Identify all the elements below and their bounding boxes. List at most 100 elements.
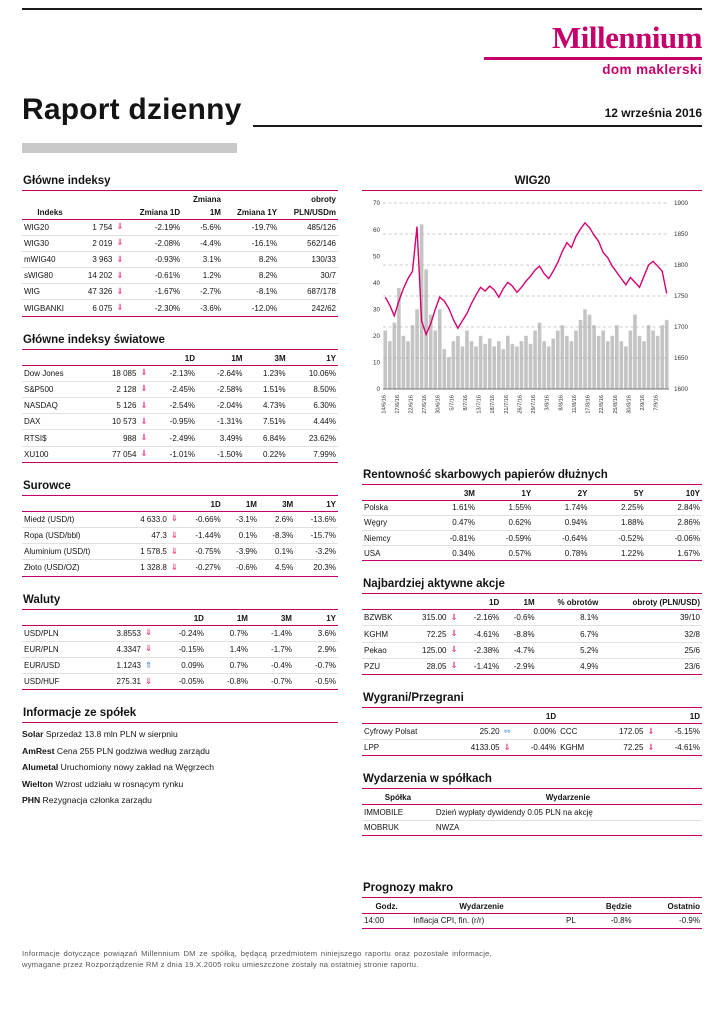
cell: 0.1% bbox=[222, 527, 259, 545]
cell: -13.6% bbox=[295, 511, 338, 528]
cell: -3.6% bbox=[182, 299, 223, 317]
table-header-row: Zmiana obroty bbox=[22, 193, 338, 206]
cell: S&P500 bbox=[22, 381, 93, 399]
table-row: USA 0.34% 0.57% 0.78% 1.22% 1.67% bbox=[362, 545, 702, 562]
column-header: 1D bbox=[180, 497, 223, 512]
cell: Polska bbox=[362, 500, 421, 516]
wig20-chart-svg: 1600 1650 1700 1750 1800 1850 1900 0 10 20 30 40 50 6… bbox=[373, 200, 689, 414]
column-header bbox=[92, 351, 139, 366]
cell: 72.25 bbox=[408, 625, 449, 643]
column-header: Zmiana bbox=[192, 194, 221, 204]
news-text: Sprzedaż 13.8 mln PLN w sierpniu bbox=[43, 729, 178, 740]
news-company-name: Wielton bbox=[22, 778, 53, 789]
decorative-gray-bar bbox=[22, 142, 237, 153]
down-arrow-icon: ⇓ bbox=[114, 219, 126, 236]
table-row: MOBRUK NWZA bbox=[362, 820, 702, 836]
column-header bbox=[168, 497, 181, 512]
column-header bbox=[22, 351, 93, 366]
table-header-row: Spółka Wydarzenie bbox=[362, 791, 702, 806]
column-header: 5Y bbox=[589, 486, 646, 501]
table-row: EUR/USD 1.1243 ⇑ 0.09% 0.7% -0.4% -0.7% bbox=[22, 657, 338, 675]
cell: -2.58% bbox=[197, 381, 245, 399]
table-row: S&P500 2 128 ⇓ -2.45% -2.58% 1.51% 8.50% bbox=[22, 381, 338, 399]
svg-text:29/7/16: 29/7/16 bbox=[531, 395, 537, 414]
chart-title: WIG20 bbox=[362, 175, 702, 191]
svg-text:7/9/16: 7/9/16 bbox=[654, 395, 660, 411]
cell: -16.1% bbox=[222, 235, 280, 252]
news-company-name: AmRest bbox=[22, 745, 55, 756]
footer-disclaimer: Informacje dotyczące powiązań Millennium… bbox=[22, 949, 492, 969]
cell: Niemcy bbox=[362, 530, 421, 547]
cell: 1.2% bbox=[182, 267, 223, 285]
cell: -1.31% bbox=[197, 413, 245, 431]
section-currencies: Waluty 1D 1M 3M 1Y USD/PLN 3.8553 ⇓ -0.24% 0.7% -… bbox=[22, 594, 338, 691]
down-arrow-icon: ⇓ bbox=[114, 251, 126, 269]
column-header: Spółka bbox=[362, 791, 434, 806]
column-header: Ostatnio bbox=[633, 899, 702, 914]
cell: USD/HUF bbox=[22, 673, 93, 691]
column-header: 1Y bbox=[295, 497, 338, 512]
cell: 1.1243 bbox=[92, 657, 143, 675]
svg-text:26/7/16: 26/7/16 bbox=[517, 395, 523, 414]
cell: -0.44% bbox=[512, 739, 559, 757]
cell: 39/10 bbox=[600, 609, 702, 627]
cell: 1.23% bbox=[244, 365, 288, 382]
column-header: Zmiana 1D bbox=[125, 205, 183, 220]
column-header: Zmiana 1Y bbox=[222, 205, 280, 220]
data-table: 1D 1M 3M 1Y USD/PLN 3.8553 ⇓ -0.24% 0.7% -1.4% 3.6… bbox=[22, 611, 338, 691]
cell: -19.7% bbox=[222, 219, 280, 236]
cell: 0.1% bbox=[258, 543, 296, 561]
cell: -2.45% bbox=[149, 381, 198, 399]
cell: 3.1% bbox=[182, 251, 223, 269]
news-item: Alumetal Uruchomiony nowy zakład na Węgr… bbox=[22, 759, 338, 775]
column-header: 3M bbox=[420, 486, 477, 501]
svg-text:1700: 1700 bbox=[674, 324, 689, 331]
svg-text:8/8/16: 8/8/16 bbox=[558, 395, 564, 411]
cell: 47 326 bbox=[78, 283, 115, 301]
cell: 47.3 bbox=[124, 527, 169, 545]
table-row: Węgry 0.47% 0.62% 0.94% 1.88% 2.86% bbox=[362, 515, 702, 531]
cell: 242/62 bbox=[279, 299, 338, 317]
cell: 3.8553 bbox=[92, 625, 143, 642]
cell: -0.66% bbox=[180, 511, 223, 528]
svg-text:3/8/16: 3/8/16 bbox=[545, 395, 551, 411]
column-header: Godz. bbox=[362, 899, 412, 914]
section-winners-losers: Wygrani/Przegrani 1D 1D Cyfrowy Polsat 25.2… bbox=[362, 692, 702, 757]
wig20-chart-area: 1600 1650 1700 1750 1800 1850 1900 0 10 20 30 40 50 6… bbox=[362, 195, 702, 452]
cell: 4.3347 bbox=[92, 641, 143, 658]
column-header: obroty bbox=[311, 194, 336, 204]
down-arrow-icon: ⇓ bbox=[645, 723, 657, 741]
cell: -0.59% bbox=[476, 530, 534, 547]
cell: -2.49% bbox=[149, 429, 198, 447]
cell: 3 963 bbox=[78, 251, 115, 269]
table-row: USD/HUF 275.31 ⇓ -0.05% -0.8% -0.7% -0.5% bbox=[22, 673, 338, 691]
svg-text:20: 20 bbox=[373, 333, 381, 340]
column-header: Indeks bbox=[22, 205, 79, 220]
table-row: PZU 28.05 ⇓ -1.41% -2.9% 4.9% 23/6 bbox=[362, 658, 702, 676]
svg-text:22/8/16: 22/8/16 bbox=[599, 395, 605, 414]
cell: Inflacja CPI, fin. (r/r) bbox=[411, 913, 552, 929]
cell: DAX bbox=[22, 413, 93, 431]
svg-text:8/7/16: 8/7/16 bbox=[463, 395, 469, 411]
column-header bbox=[408, 596, 449, 611]
column-header bbox=[142, 611, 155, 626]
cell: 4.5% bbox=[258, 559, 296, 577]
cell: EUR/PLN bbox=[22, 641, 93, 658]
cell: WIGBANKI bbox=[22, 299, 79, 317]
column-header: 1Y bbox=[476, 486, 534, 501]
column-header bbox=[114, 193, 125, 206]
cell: 10 573 bbox=[92, 413, 139, 431]
cell: -3.9% bbox=[222, 543, 259, 561]
cell: 3.6% bbox=[293, 625, 338, 642]
svg-text:2/9/16: 2/9/16 bbox=[640, 395, 646, 411]
column-header: 1D bbox=[459, 596, 502, 611]
data-table: 1D 1M% obrotów obroty (PLN/USD) BZWBK 315.00… bbox=[362, 596, 702, 676]
page-title: Raport dzienny bbox=[22, 92, 242, 126]
cell: EUR/USD bbox=[22, 657, 93, 675]
section-company-events: Wydarzenia w spółkach Spółka Wydarzenie IM… bbox=[362, 773, 702, 836]
svg-text:27/6/16: 27/6/16 bbox=[422, 395, 428, 414]
svg-text:30/6/16: 30/6/16 bbox=[436, 395, 442, 414]
title-rule: 12 września 2016 bbox=[253, 104, 702, 127]
cell: 1.67% bbox=[645, 545, 702, 562]
